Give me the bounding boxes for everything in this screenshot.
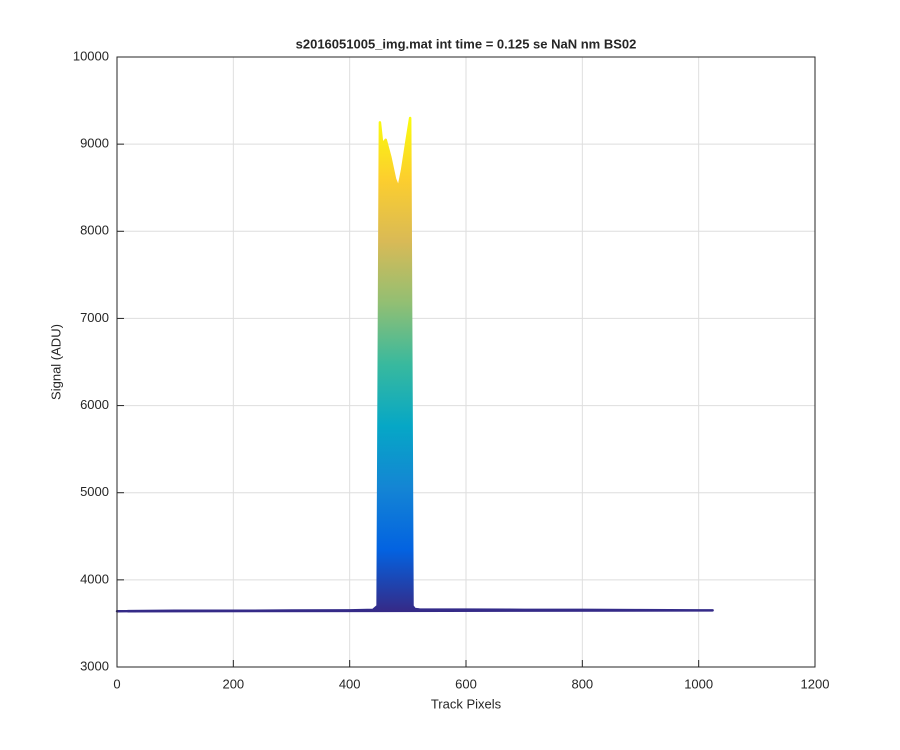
y-tick-label: 4000 xyxy=(80,571,109,586)
x-tick-label: 200 xyxy=(222,676,244,691)
x-tick-label: 600 xyxy=(455,676,477,691)
x-axis-label: Track Pixels xyxy=(431,696,502,711)
y-tick-label: 10000 xyxy=(73,48,109,63)
x-tick-label: 400 xyxy=(339,676,361,691)
y-tick-label: 3000 xyxy=(80,658,109,673)
signal-area xyxy=(115,116,714,613)
x-tick-label: 0 xyxy=(113,676,120,691)
y-tick-label: 5000 xyxy=(80,484,109,499)
x-tick-label: 800 xyxy=(571,676,593,691)
y-tick-label: 6000 xyxy=(80,397,109,412)
y-axis-label: Signal (ADU) xyxy=(48,324,63,400)
x-tick-label: 1000 xyxy=(684,676,713,691)
y-tick-label: 9000 xyxy=(80,136,109,151)
chart-title: s2016051005_img.mat int time = 0.125 se … xyxy=(296,36,637,51)
x-tick-label: 1200 xyxy=(801,676,830,691)
y-tick-label: 7000 xyxy=(80,310,109,325)
plot-frame xyxy=(116,56,816,668)
y-tick-label: 8000 xyxy=(80,223,109,238)
